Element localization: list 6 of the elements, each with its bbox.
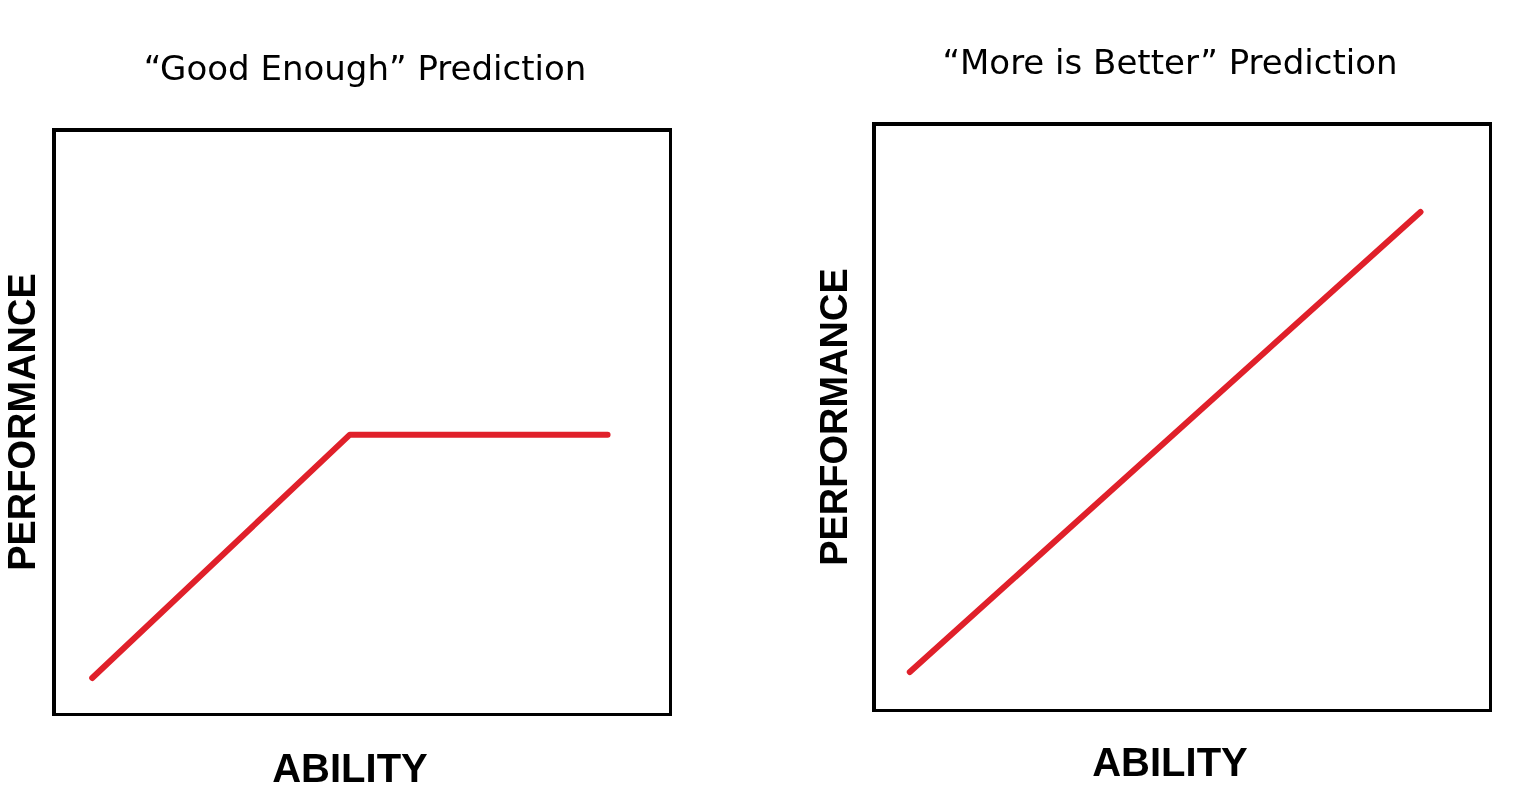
chart-title: “Good Enough” Prediction — [143, 48, 587, 88]
chart-title: “More is Better” Prediction — [942, 42, 1398, 82]
x-axis-title: ABILITY — [272, 746, 428, 791]
x-axis-title: ABILITY — [1092, 740, 1248, 785]
y-axis-title: PERFORMANCE — [812, 268, 856, 566]
y-axis-title: PERFORMANCE — [0, 273, 44, 571]
